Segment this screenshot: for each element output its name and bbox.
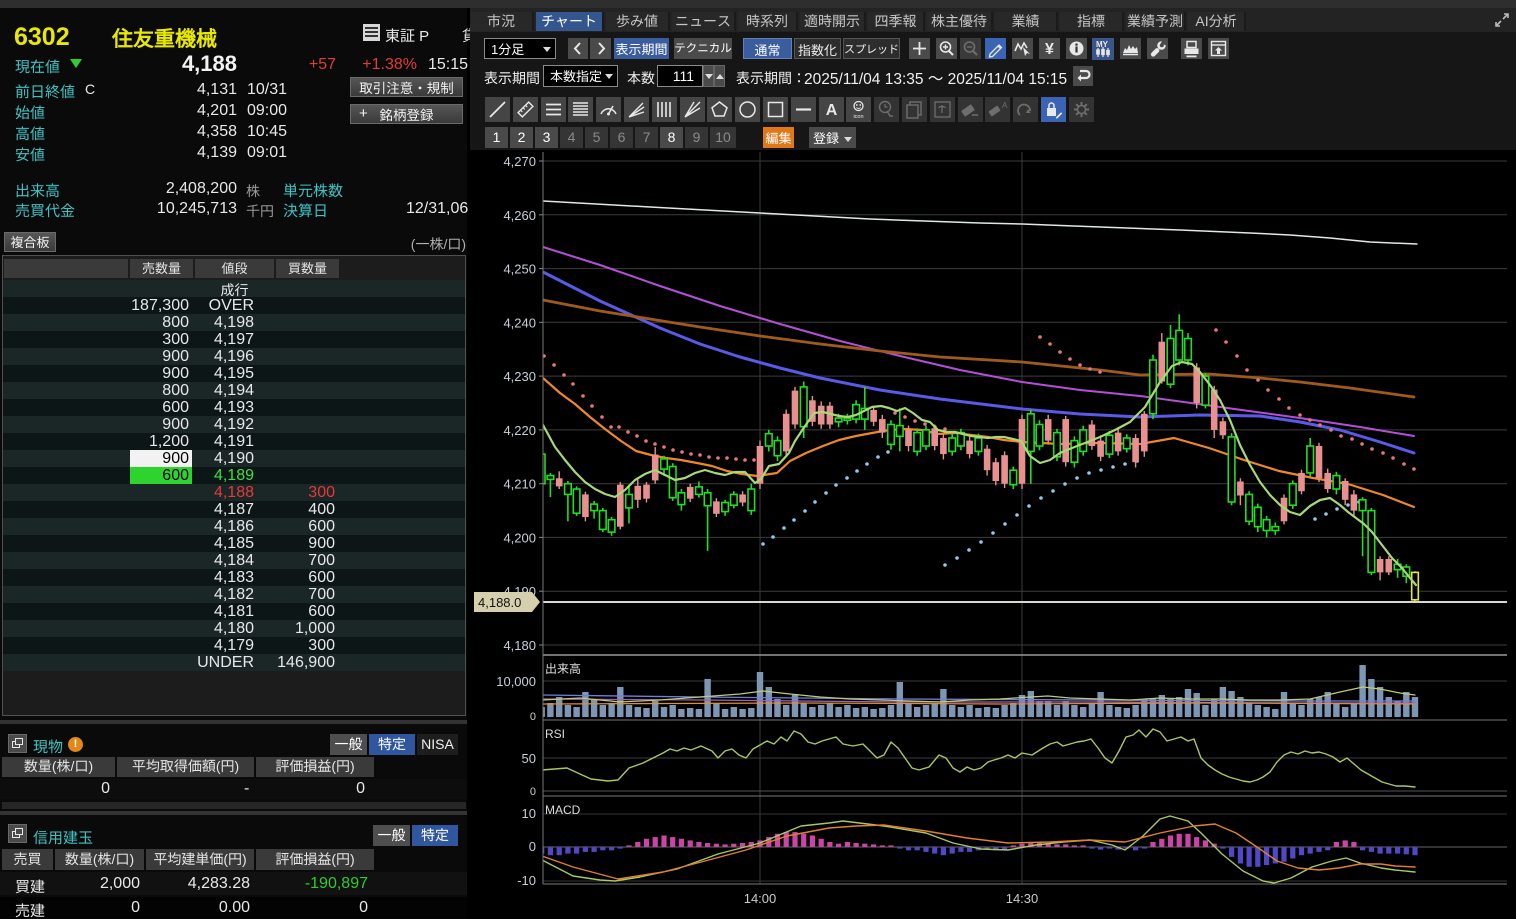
svg-text:-10: -10 [517, 873, 536, 888]
svg-text:0: 0 [530, 711, 536, 723]
svg-text:MACD: MACD [545, 803, 581, 817]
svg-text:A: A [826, 102, 838, 119]
svg-text:4,188.0: 4,188.0 [478, 595, 521, 610]
svg-text:10: 10 [522, 806, 536, 821]
svg-text:4,200: 4,200 [503, 530, 536, 545]
svg-text:0: 0 [530, 786, 536, 798]
svg-text:¥: ¥ [1045, 41, 1054, 58]
svg-text:icon: icon [853, 114, 863, 120]
svg-text:RSI: RSI [545, 727, 565, 741]
svg-text:4,210: 4,210 [503, 477, 536, 492]
svg-text:50: 50 [522, 751, 536, 766]
svg-text:MY: MY [1096, 40, 1109, 49]
svg-text:4,260: 4,260 [503, 208, 536, 223]
svg-text:0: 0 [529, 839, 536, 854]
svg-text:4,250: 4,250 [503, 262, 536, 277]
svg-text:10,000: 10,000 [496, 674, 536, 689]
svg-text:出来高: 出来高 [545, 660, 581, 677]
svg-text:14:30: 14:30 [1006, 891, 1039, 906]
svg-text:4,220: 4,220 [503, 423, 536, 438]
svg-text:4,270: 4,270 [503, 154, 536, 169]
svg-text:4,180: 4,180 [503, 638, 536, 653]
svg-text:A: A [1002, 101, 1008, 110]
svg-text:4,240: 4,240 [503, 315, 536, 330]
svg-text:14:00: 14:00 [744, 891, 777, 906]
svg-text:4,230: 4,230 [503, 369, 536, 384]
